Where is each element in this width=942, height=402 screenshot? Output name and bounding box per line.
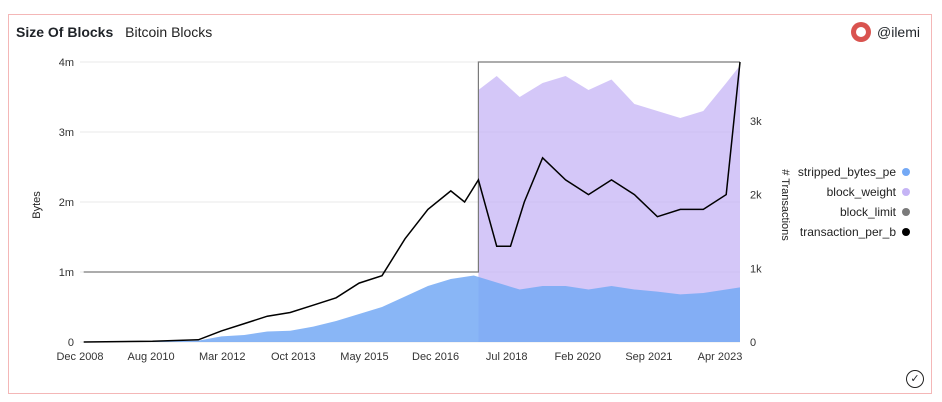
line-block_limit	[83, 61, 740, 273]
left-axis-ticks: 0 1m 2m 3m 4m	[59, 57, 74, 349]
line-series	[83, 61, 741, 343]
x-axis-ticks: Dec 2008 Aug 2010 Mar 2012 Oct 2013 May 2015…	[56, 351, 742, 363]
right-tick-label: 2k	[750, 190, 762, 202]
x-tick-label: Aug 2010	[128, 351, 175, 363]
legend-swatch	[902, 208, 910, 216]
left-tick-label: 0	[68, 337, 74, 349]
left-tick-label: 4m	[59, 57, 74, 69]
right-tick-label: 0	[750, 337, 756, 349]
right-tick-label: 3k	[750, 116, 762, 128]
x-tick-label: Dec 2008	[56, 351, 103, 363]
chart-title: Size Of Blocks	[16, 24, 114, 40]
right-axis-label: # Transactions	[779, 169, 791, 241]
x-tick-label: Jul 2018	[486, 351, 528, 363]
author-badge[interactable]: @ilemi	[851, 22, 920, 42]
left-tick-label: 3m	[59, 127, 74, 139]
avatar	[851, 22, 871, 42]
left-tick-label: 2m	[59, 197, 74, 209]
left-tick-label: 1m	[59, 267, 74, 279]
legend-label: stripped_bytes_pe	[798, 165, 896, 179]
legend-label: transaction_per_b	[800, 225, 896, 239]
legend-label: block_weight	[827, 185, 897, 199]
x-tick-label: Oct 2013	[271, 351, 316, 363]
x-tick-label: Feb 2020	[555, 351, 601, 363]
x-tick-label: Dec 2016	[412, 351, 459, 363]
right-axis-ticks: 0 1k 2k 3k	[750, 116, 762, 349]
chart-subtitle: Bitcoin Blocks	[125, 24, 213, 40]
author-handle[interactable]: @ilemi	[877, 24, 920, 40]
legend-swatch	[902, 228, 910, 236]
area-stripped_bytes_pe	[83, 275, 740, 342]
legend: stripped_bytes_pe block_weight block_limit…	[798, 165, 910, 239]
left-axis-label: Bytes	[31, 191, 43, 219]
chart-header: Size Of Blocks Bitcoin Blocks	[16, 24, 212, 40]
x-tick-label: Sep 2021	[625, 351, 672, 363]
area-series	[83, 65, 740, 342]
legend-swatch	[902, 168, 910, 176]
legend-label: block_limit	[840, 205, 897, 219]
line-transaction_per_b	[83, 61, 741, 343]
right-tick-label: 1k	[750, 263, 762, 275]
x-tick-label: Mar 2012	[199, 351, 245, 363]
x-tick-label: Apr 2023	[698, 351, 743, 363]
legend-swatch	[902, 188, 910, 196]
area-block_weight	[478, 65, 740, 342]
checkmark-icon[interactable]: ✓	[906, 370, 924, 388]
x-tick-label: May 2015	[340, 351, 388, 363]
